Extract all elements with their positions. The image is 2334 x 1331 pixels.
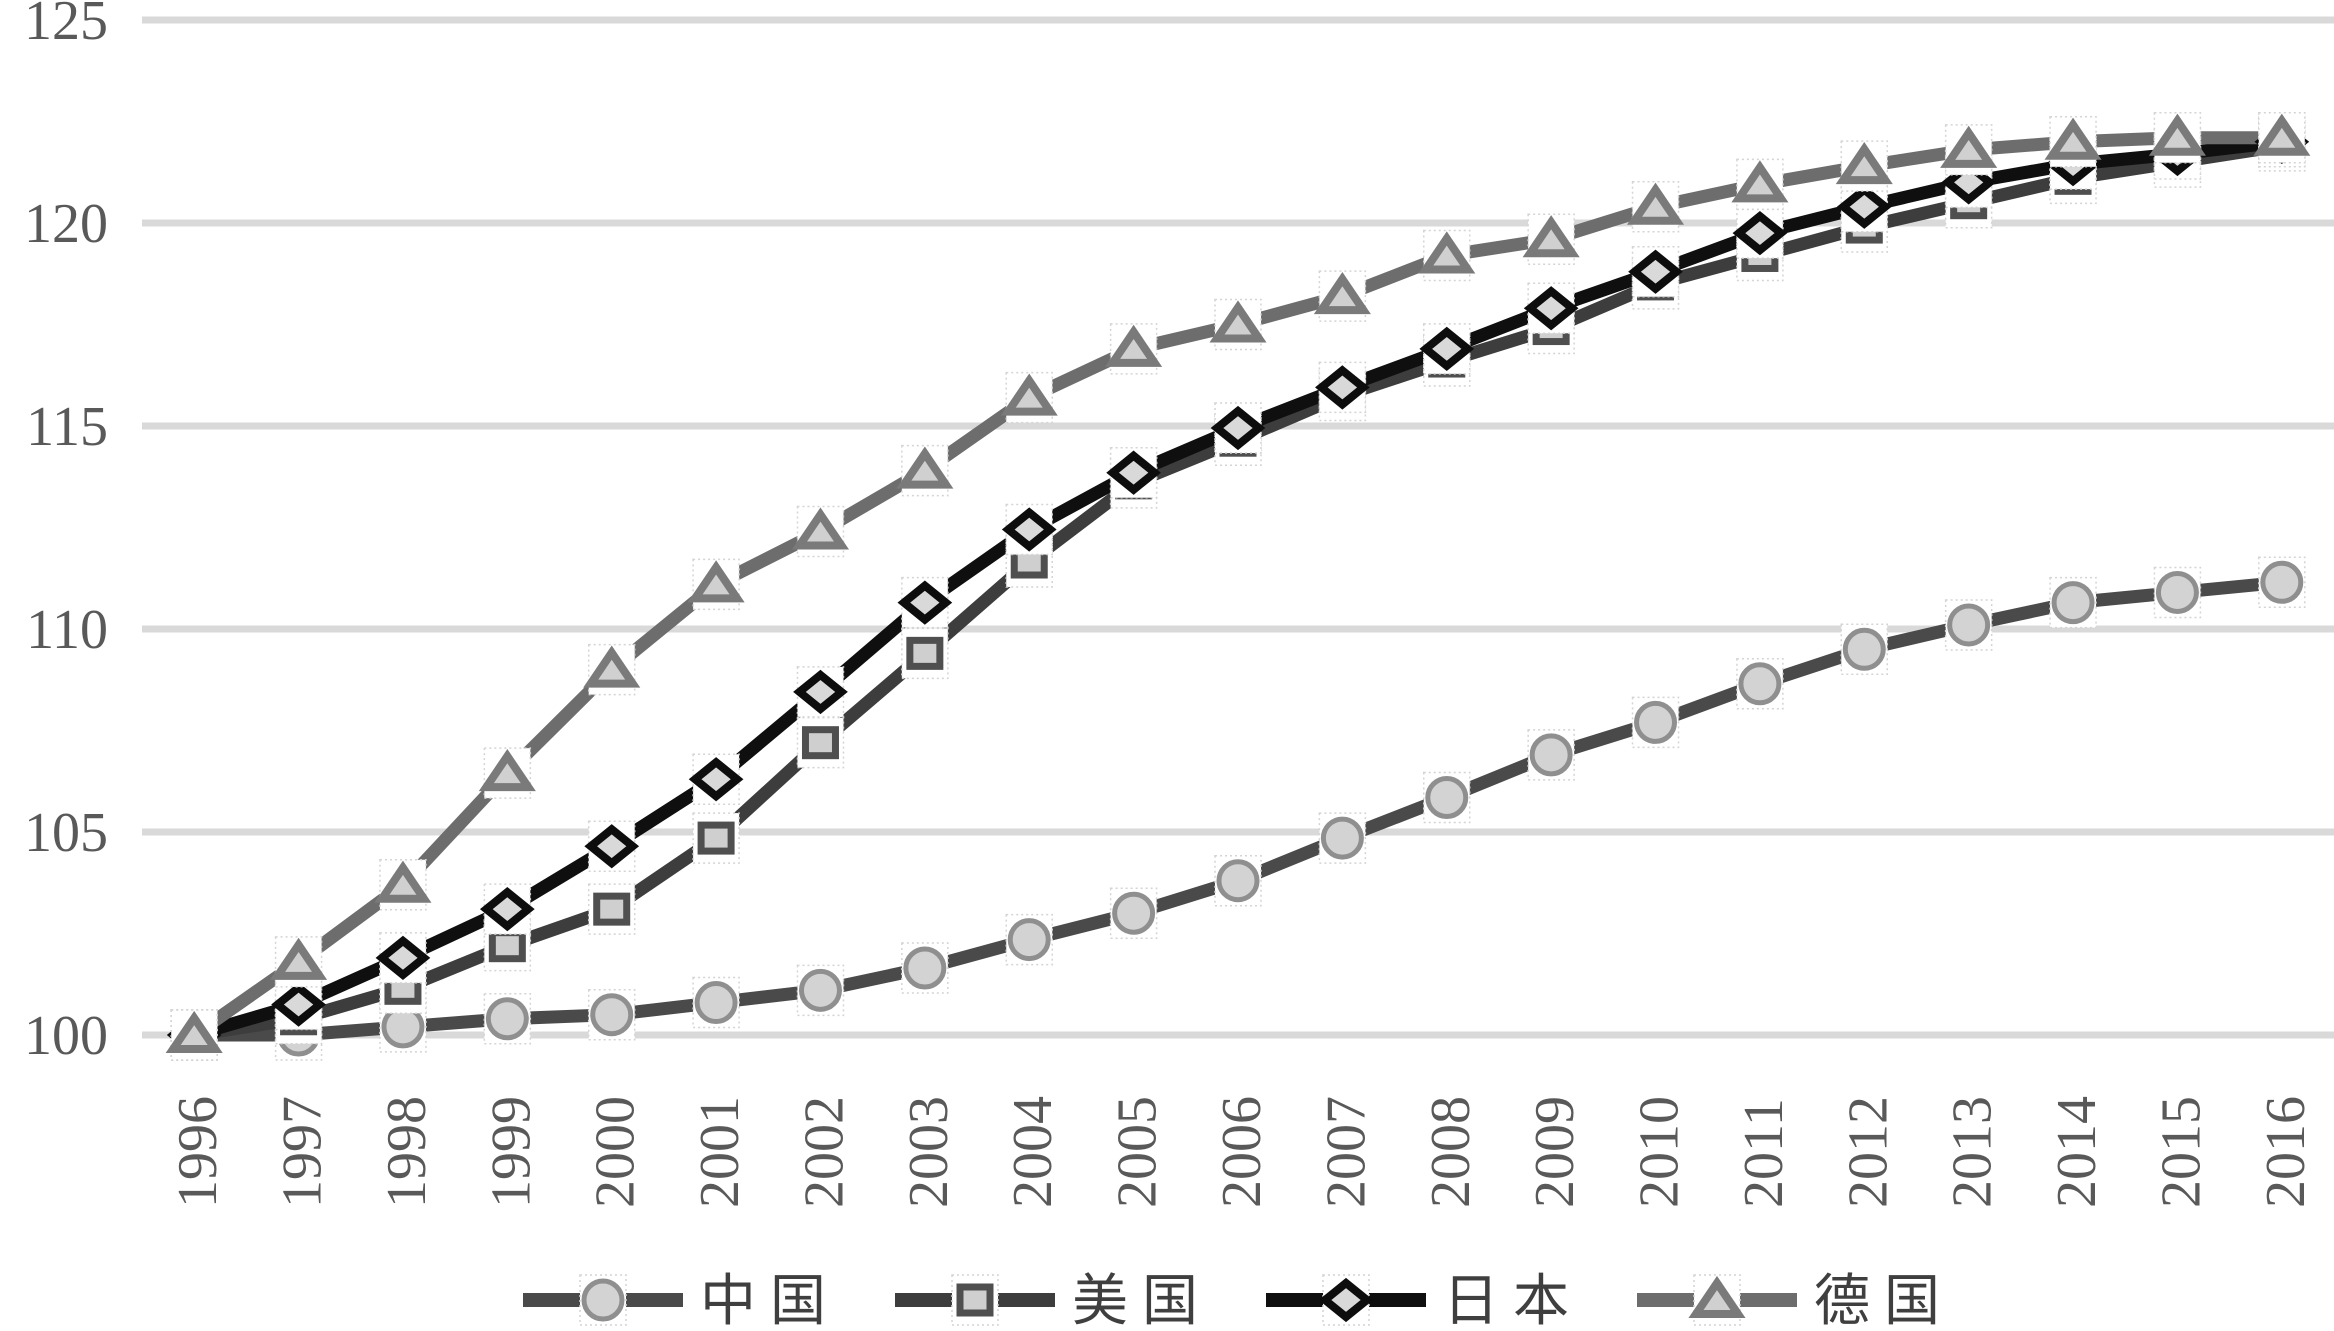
data-point-triangle-marker (1522, 215, 1580, 258)
data-point-square-marker (697, 821, 735, 855)
data-point-triangle-marker (1940, 125, 1998, 168)
data-point-triangle-marker (687, 560, 745, 603)
y-axis-label: 110 (26, 599, 108, 661)
data-point-triangle-marker (478, 748, 536, 792)
data-point-circle-marker (1112, 891, 1156, 935)
x-axis-label: 2012 (1837, 1096, 1899, 1208)
x-axis-label: 2016 (2255, 1096, 2317, 1208)
data-point-circle-marker (2260, 560, 2304, 604)
data-point-diamond-marker (584, 824, 640, 869)
x-axis-label: 1996 (167, 1096, 229, 1208)
data-point-triangle-marker (1105, 324, 1163, 367)
data-point-circle-marker (1529, 733, 1573, 777)
data-point-square-marker (906, 636, 944, 670)
data-point-triangle-marker (1209, 300, 1267, 343)
data-point-diamond-marker (1836, 184, 1892, 229)
data-point-diamond-marker (1523, 286, 1579, 331)
x-axis-label: 2011 (1733, 1098, 1795, 1208)
data-point-circle-marker (1425, 775, 1469, 819)
data-point-diamond-marker (1419, 326, 1475, 372)
x-axis-label: 2007 (1315, 1096, 1377, 1208)
data-point-circle-marker (798, 968, 842, 1012)
data-point-diamond-marker (271, 982, 326, 1027)
x-axis-label: 2013 (1942, 1096, 2004, 1208)
x-axis-label: 2002 (793, 1096, 855, 1208)
data-point-diamond-marker (479, 886, 535, 932)
data-point-diamond-marker (793, 669, 848, 715)
data-point-triangle-marker (270, 937, 328, 980)
data-point-diamond-marker (1315, 365, 1370, 410)
data-point-triangle-marker (2044, 117, 2102, 160)
x-axis-label: 2010 (1629, 1096, 1691, 1208)
data-point-diamond-marker (1318, 1277, 1374, 1323)
x-axis-label: 2006 (1211, 1096, 1273, 1208)
data-point-triangle-marker (1000, 373, 1058, 416)
data-point-diamond-marker (688, 757, 744, 802)
data-point-triangle-marker (1313, 271, 1371, 315)
data-point-circle-marker (1842, 627, 1886, 671)
data-point-diamond-marker (1210, 405, 1266, 451)
data-point-circle-marker (590, 993, 634, 1037)
y-axis-label: 115 (26, 396, 108, 458)
data-point-diamond-marker (897, 580, 953, 625)
x-axis-label: 2005 (1107, 1096, 1169, 1208)
x-axis-label: 2004 (1002, 1096, 1064, 1208)
data-point-circle-marker (581, 1278, 625, 1322)
data-point-square-marker (488, 929, 526, 963)
data-point-circle-marker (485, 997, 529, 1041)
data-point-triangle-marker (1731, 160, 1789, 203)
data-point-square-marker (801, 726, 839, 760)
legend-label: 日本 (1443, 1271, 1583, 1331)
data-point-circle-marker (1007, 918, 1051, 962)
data-point-triangle-marker (1835, 142, 1893, 185)
data-point-diamond-marker (1732, 211, 1788, 256)
x-axis-label: 2000 (585, 1096, 647, 1208)
data-point-circle-marker (1947, 603, 1991, 647)
data-point-circle-marker (1634, 700, 1678, 744)
data-point-diamond-marker (1628, 249, 1683, 294)
x-axis-label: 2009 (1524, 1096, 1586, 1208)
x-axis-label: 2001 (689, 1096, 751, 1208)
data-point-triangle-marker (2253, 113, 2311, 156)
data-point-circle-marker (2051, 581, 2095, 625)
data-point-circle-marker (694, 981, 738, 1025)
data-point-circle-marker (1216, 859, 1260, 903)
x-axis-label: 2014 (2046, 1096, 2108, 1208)
data-point-triangle-marker (583, 645, 641, 688)
data-point-diamond-marker (1001, 507, 1057, 552)
y-axis-label: 120 (24, 193, 108, 255)
data-point-triangle-marker (374, 860, 432, 903)
legend-label: 美国 (1072, 1271, 1212, 1331)
x-axis-label: 2008 (1420, 1096, 1482, 1208)
data-point-triangle-marker (791, 507, 850, 550)
y-axis-label: 125 (24, 0, 108, 52)
data-point-triangle-marker (1688, 1275, 1746, 1318)
data-point-square-marker (593, 892, 631, 926)
data-point-circle-marker (2155, 570, 2199, 614)
x-axis-label: 1999 (480, 1096, 542, 1208)
y-axis-label: 105 (24, 802, 108, 864)
data-point-square-marker (956, 1283, 994, 1317)
data-point-triangle-marker (165, 1010, 223, 1053)
x-axis-label: 1998 (376, 1096, 438, 1208)
data-point-triangle-marker (896, 446, 954, 489)
x-axis-label: 1997 (272, 1096, 334, 1208)
x-axis-label: 2015 (2150, 1096, 2212, 1208)
data-point-circle-marker (903, 946, 947, 990)
legend-label: 中国 (700, 1271, 840, 1331)
legend-label: 德国 (1814, 1271, 1954, 1331)
data-point-diamond-marker (1106, 450, 1161, 495)
data-point-circle-marker (1738, 662, 1782, 706)
data-point-triangle-marker (2148, 113, 2206, 156)
data-point-triangle-marker (1418, 231, 1476, 274)
data-point-circle-marker (1320, 816, 1364, 860)
y-axis-label: 100 (24, 1005, 108, 1067)
x-axis-label: 2003 (898, 1096, 960, 1208)
data-point-triangle-marker (1626, 182, 1685, 225)
data-point-diamond-marker (375, 935, 431, 981)
